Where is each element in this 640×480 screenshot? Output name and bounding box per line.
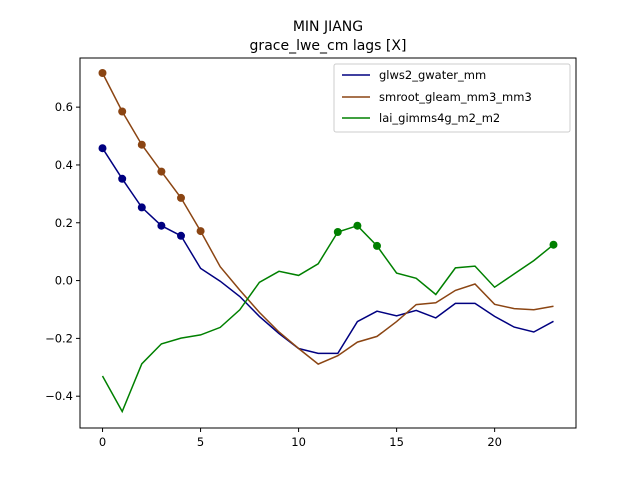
data-point-2-12: [333, 228, 342, 236]
y-tick-label: −0.4: [45, 389, 73, 403]
data-point-0-4: [177, 231, 185, 240]
series-line-0: [101, 147, 554, 355]
x-tick-label: 5: [197, 435, 204, 449]
legend-label-lai: lai_gimms4g_m2_m2: [379, 111, 500, 125]
data-point-1-0: [98, 69, 107, 77]
data-point-0-0: [98, 144, 107, 153]
data-point-1-1: [118, 107, 127, 116]
legend-label-glws2: glws2_gwater_mm: [379, 68, 486, 82]
data-point-0-2: [137, 203, 146, 212]
y-tick-label: 0.2: [55, 216, 73, 230]
chart-subtitle: grace_lwe_cm lags [X]: [250, 38, 407, 54]
y-tick-label: 0.0: [55, 274, 73, 288]
data-point-1-2: [137, 140, 146, 149]
data-point-1-4: [177, 193, 185, 202]
y-tick-label: 0.4: [55, 158, 73, 172]
y-tick-label: −0.2: [45, 331, 73, 345]
data-point-2-13: [353, 221, 362, 230]
data-point-2-14: [373, 241, 381, 250]
legend: glws2_gwater_mm smroot_gleam_mm3_mm3 lai…: [333, 63, 571, 133]
data-point-1-3: [157, 167, 166, 176]
data-point-0-1: [118, 174, 127, 183]
ticks-layer: 0 5 10 15 20 −0.4 −0.2 0.0 0.2 0.4 0.6: [45, 100, 502, 449]
series-line-1: [101, 72, 554, 365]
data-point-1-5: [196, 227, 205, 236]
chart-title: MIN JIANG: [293, 19, 363, 35]
y-tick-label: 0.6: [55, 100, 73, 114]
series-line-2: [101, 224, 554, 414]
plot-frame: [79, 57, 577, 429]
series-layer: [98, 69, 558, 414]
x-tick-label: 10: [291, 435, 306, 449]
x-tick-label: 20: [487, 435, 502, 449]
data-point-2-23: [549, 240, 558, 249]
legend-label-smroot: smroot_gleam_mm3_mm3: [379, 90, 532, 104]
data-point-0-3: [157, 221, 166, 230]
x-tick-label: 0: [99, 435, 106, 449]
x-tick-label: 15: [389, 435, 404, 449]
legend-box: [333, 63, 571, 133]
